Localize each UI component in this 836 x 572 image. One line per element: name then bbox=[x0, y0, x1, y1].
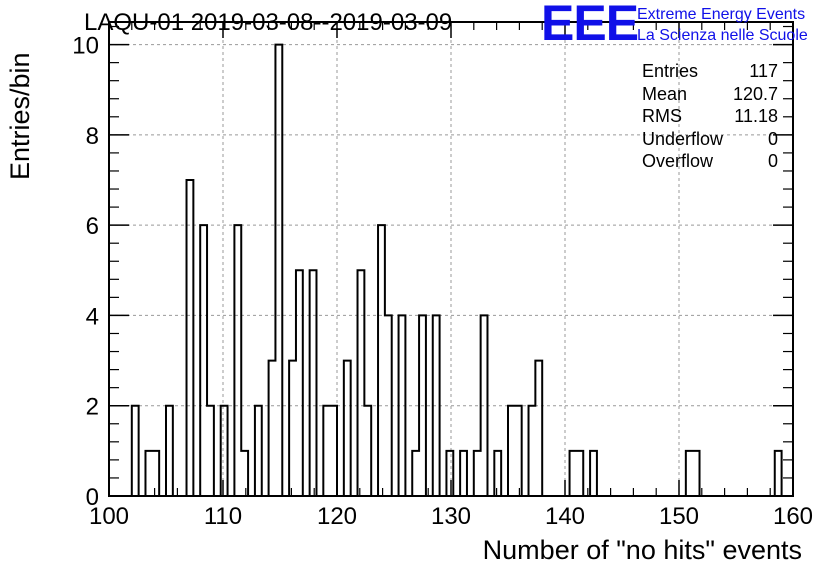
stats-value: 120.7 bbox=[732, 83, 778, 104]
x-tick-label: 100 bbox=[89, 503, 129, 530]
histogram-bin bbox=[419, 315, 426, 496]
histogram-bin bbox=[385, 315, 392, 496]
stats-value: 0 bbox=[767, 151, 778, 171]
histogram-bin bbox=[576, 451, 583, 496]
x-tick-label: 140 bbox=[545, 503, 585, 530]
stats-row-underflow: Underflow 0 bbox=[642, 128, 778, 151]
y-tick-label: 4 bbox=[86, 303, 99, 330]
histogram-bin bbox=[323, 406, 330, 496]
histogram-bin bbox=[399, 315, 406, 496]
x-tick-label: 110 bbox=[204, 503, 242, 530]
histogram-outline bbox=[130, 43, 783, 496]
eee-logo: EEE bbox=[541, 0, 639, 51]
stats-row-mean: Mean 120.7 bbox=[642, 83, 778, 106]
stats-row-entries: Entries 117 bbox=[642, 60, 778, 83]
histogram-bin bbox=[364, 406, 371, 496]
y-axis-label: Entries/bin bbox=[5, 52, 35, 180]
histogram-bin bbox=[494, 451, 501, 496]
stats-row-rms: RMS 11.18 bbox=[642, 105, 778, 128]
histogram-bin bbox=[412, 451, 419, 496]
histogram-bin bbox=[132, 406, 139, 496]
x-tick-labels: 100 110 120 130 140 150 160 bbox=[89, 503, 813, 530]
histogram-bin bbox=[289, 361, 296, 496]
histogram-bin bbox=[187, 180, 194, 496]
stats-label: Underflow bbox=[642, 128, 724, 149]
histogram-bin bbox=[481, 315, 488, 496]
histogram-bin bbox=[221, 406, 228, 496]
histogram-bin bbox=[686, 451, 693, 496]
histogram-bin bbox=[344, 361, 351, 496]
histogram-bin bbox=[255, 406, 262, 496]
x-axis-label: Number of "no hits" events bbox=[482, 535, 802, 565]
y-tick-labels: 0 2 4 6 8 10 bbox=[72, 33, 99, 511]
y-tick-label: 0 bbox=[86, 484, 99, 511]
histogram-bin bbox=[535, 361, 542, 496]
histogram-bin bbox=[570, 451, 577, 496]
histogram-bin bbox=[152, 451, 159, 496]
histogram-bin bbox=[529, 406, 536, 496]
logo-line-1: Extreme Energy Events bbox=[637, 6, 806, 23]
histogram-bin bbox=[446, 451, 453, 496]
histogram-bin bbox=[200, 225, 207, 496]
histogram-bin bbox=[515, 406, 522, 496]
stats-label: RMS bbox=[642, 106, 682, 126]
y-tick-label: 8 bbox=[86, 123, 99, 150]
histogram-bin bbox=[145, 451, 152, 496]
y-tick-label: 6 bbox=[86, 213, 99, 240]
logo-line-2: La Scienza nelle Scuole bbox=[637, 27, 808, 44]
histogram-bin bbox=[241, 451, 248, 496]
x-tick-label: 130 bbox=[431, 503, 471, 530]
stats-label: Mean bbox=[642, 83, 688, 104]
histogram-bin bbox=[269, 361, 276, 496]
x-tick-label: 150 bbox=[659, 503, 699, 530]
histogram-bin bbox=[775, 451, 782, 496]
chart-title: LAQU-01 2019-03-08--2019-03-09 bbox=[84, 9, 453, 36]
histogram-bin bbox=[460, 451, 467, 496]
grid-lines bbox=[109, 22, 793, 496]
y-tick-label: 2 bbox=[86, 394, 99, 421]
y-tick-label: 10 bbox=[72, 33, 99, 60]
histogram-bin bbox=[330, 406, 337, 496]
stats-row-overflow: Overflow 0 bbox=[642, 150, 778, 173]
stats-label: Entries bbox=[642, 61, 699, 81]
histogram-bin bbox=[378, 225, 385, 496]
histogram-bin bbox=[310, 270, 317, 496]
axis-ticks bbox=[108, 22, 794, 497]
histogram-bin bbox=[275, 45, 282, 496]
x-tick-label: 120 bbox=[317, 503, 357, 530]
histogram-bin bbox=[433, 315, 440, 496]
eee-logo-text: Extreme Energy Events La Scienza nelle S… bbox=[637, 4, 808, 46]
histogram-bin bbox=[590, 451, 597, 496]
histogram-bin bbox=[234, 225, 241, 496]
stats-value: 0 bbox=[767, 128, 778, 149]
stats-box: Entries 117 Mean 120.7 RMS 11.18 Underfl… bbox=[642, 60, 778, 173]
histogram-bin bbox=[508, 406, 515, 496]
stats-label: Overflow bbox=[642, 151, 714, 171]
histogram-bin bbox=[693, 451, 700, 496]
stats-value: 117 bbox=[749, 61, 778, 81]
histogram-bin bbox=[296, 270, 303, 496]
histogram-bin bbox=[207, 406, 214, 496]
histogram-bin bbox=[166, 406, 173, 496]
x-tick-label: 160 bbox=[773, 503, 813, 530]
histogram-bin bbox=[474, 451, 481, 496]
stats-value: 11.18 bbox=[734, 106, 778, 126]
histogram-bin bbox=[358, 270, 365, 496]
